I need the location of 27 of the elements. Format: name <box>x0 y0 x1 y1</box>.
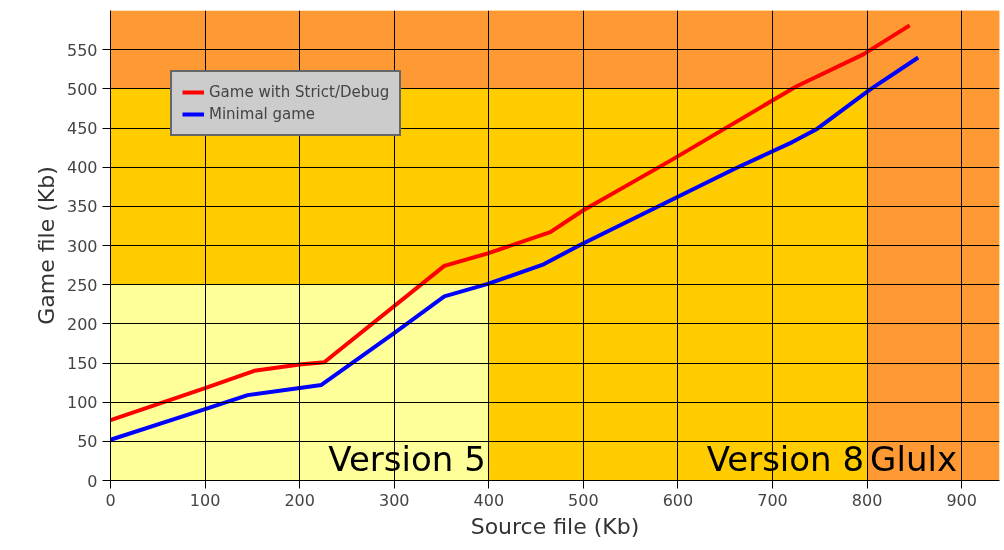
y-axis-title: Game file (Kb) <box>33 166 59 325</box>
y-tick-label: 100 <box>66 393 98 413</box>
y-tick-label: 300 <box>66 236 98 256</box>
y-tick-label: 200 <box>66 314 98 334</box>
y-tick-label: 150 <box>66 354 98 373</box>
y-tick-label: 450 <box>66 119 98 138</box>
x-tick-label: 100 <box>189 490 221 510</box>
x-tick-label: 300 <box>378 490 410 510</box>
x-tick-label: 500 <box>568 490 599 510</box>
x-tick-label: 400 <box>473 490 505 510</box>
y-tick-label: 0 <box>87 471 98 491</box>
x-tick-label: 0 <box>105 490 116 510</box>
y-tick-label: 250 <box>66 275 98 295</box>
band-label: Glulx <box>870 438 958 479</box>
x-tick-label: 200 <box>284 490 315 510</box>
y-tick-label: 400 <box>66 158 98 178</box>
x-tick-label: 700 <box>757 490 788 510</box>
x-tick-label: 600 <box>662 490 694 510</box>
y-tick-label: 350 <box>66 197 98 217</box>
x-tick-label: 900 <box>946 490 977 510</box>
legend-label: Game with Strict/Debug <box>209 83 390 101</box>
x-tick-label: 800 <box>851 490 883 510</box>
y-tick-label: 550 <box>66 40 98 60</box>
legend-label: Minimal game <box>209 105 316 123</box>
y-tick-label: 50 <box>77 432 98 452</box>
y-tick-label: 500 <box>66 79 98 99</box>
x-axis-title: Source file (Kb) <box>470 513 640 539</box>
